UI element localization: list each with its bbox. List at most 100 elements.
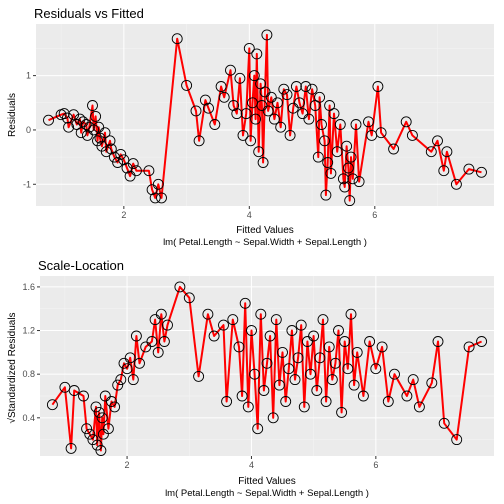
y-tick-label: -1	[23, 179, 31, 189]
data-point	[81, 423, 93, 435]
y-tick-label: 0.4	[22, 413, 35, 423]
data-point	[115, 374, 127, 386]
data-point	[306, 83, 318, 95]
data-point	[277, 346, 288, 358]
data-point	[376, 341, 388, 353]
connecting-line	[51, 285, 482, 452]
data-point	[342, 162, 354, 174]
data-point	[253, 146, 265, 158]
data-point	[268, 113, 280, 125]
data-point	[134, 357, 145, 369]
data-point	[118, 154, 130, 166]
data-point	[353, 176, 365, 188]
data-point	[43, 114, 54, 126]
data-point	[65, 442, 77, 454]
data-point	[323, 341, 335, 353]
data-point	[451, 434, 463, 446]
data-point	[121, 363, 133, 375]
data-point	[273, 379, 285, 391]
data-point	[438, 165, 450, 177]
data-point	[190, 105, 202, 117]
x-tick-label: 2	[125, 460, 130, 470]
data-point	[218, 91, 230, 103]
data-point	[351, 346, 363, 358]
data-point	[283, 363, 295, 375]
data-point	[388, 143, 400, 155]
data-point	[297, 108, 309, 120]
data-point	[311, 385, 323, 396]
data-point	[140, 341, 152, 353]
data-point	[99, 390, 111, 402]
data-point	[46, 399, 58, 411]
data-point	[287, 102, 299, 114]
data-point	[389, 368, 400, 380]
data-point	[339, 181, 351, 193]
data-point	[68, 385, 80, 396]
data-point	[171, 33, 183, 45]
data-point	[364, 336, 376, 347]
data-point	[401, 390, 413, 402]
data-point	[413, 401, 425, 413]
data-point	[305, 368, 316, 380]
data-point	[105, 143, 117, 155]
data-point	[88, 124, 100, 136]
data-point	[124, 352, 136, 364]
data-point	[295, 319, 307, 331]
data-point	[441, 146, 453, 158]
data-point	[146, 336, 158, 347]
data-point	[87, 100, 98, 111]
data-point	[231, 108, 243, 120]
data-point	[438, 417, 450, 429]
x-tick-label: 4	[247, 210, 252, 220]
data-point	[432, 336, 444, 347]
data-point	[127, 374, 139, 386]
y-tick-label: 1.6	[22, 282, 35, 292]
y-tick-label: 1.2	[22, 326, 35, 336]
data-point	[278, 83, 290, 95]
data-point	[152, 346, 164, 358]
data-point	[298, 401, 310, 413]
data-point	[243, 42, 255, 54]
data-point	[425, 146, 437, 158]
data-point	[258, 385, 270, 396]
data-point	[218, 319, 229, 331]
data-point	[228, 100, 240, 111]
data-point	[256, 100, 268, 111]
data-point	[91, 439, 103, 451]
data-point	[314, 91, 326, 103]
chart-title: Scale-Location	[38, 258, 124, 273]
data-point	[292, 352, 304, 364]
data-point	[146, 184, 158, 196]
x-tick-label: 6	[372, 210, 377, 220]
y-tick-label: 1	[26, 71, 31, 81]
data-point	[450, 178, 462, 190]
data-point	[314, 352, 326, 364]
data-point	[264, 330, 276, 342]
data-point	[286, 325, 298, 336]
data-point	[280, 396, 292, 407]
data-point	[336, 406, 348, 418]
data-point	[221, 396, 233, 407]
data-point	[320, 396, 332, 407]
data-point	[320, 189, 332, 201]
data-point	[99, 127, 111, 139]
x-tick-label: 6	[373, 460, 378, 470]
data-point	[301, 336, 313, 347]
data-point	[106, 396, 117, 407]
data-point	[193, 135, 205, 147]
data-point	[339, 336, 351, 347]
data-point	[234, 72, 246, 84]
data-point	[289, 374, 301, 386]
x-tick-label: 4	[249, 460, 254, 470]
data-point	[250, 113, 262, 125]
data-point	[112, 379, 124, 391]
data-point	[80, 119, 92, 130]
y-tick-label: 0	[26, 125, 31, 135]
data-point	[350, 119, 362, 130]
data-point	[102, 423, 114, 435]
data-point	[476, 166, 487, 178]
model-subtitle: lm( Petal.Length ~ Sepal.Width + Sepal.L…	[165, 488, 369, 499]
data-point	[246, 325, 257, 336]
data-point	[370, 363, 382, 375]
